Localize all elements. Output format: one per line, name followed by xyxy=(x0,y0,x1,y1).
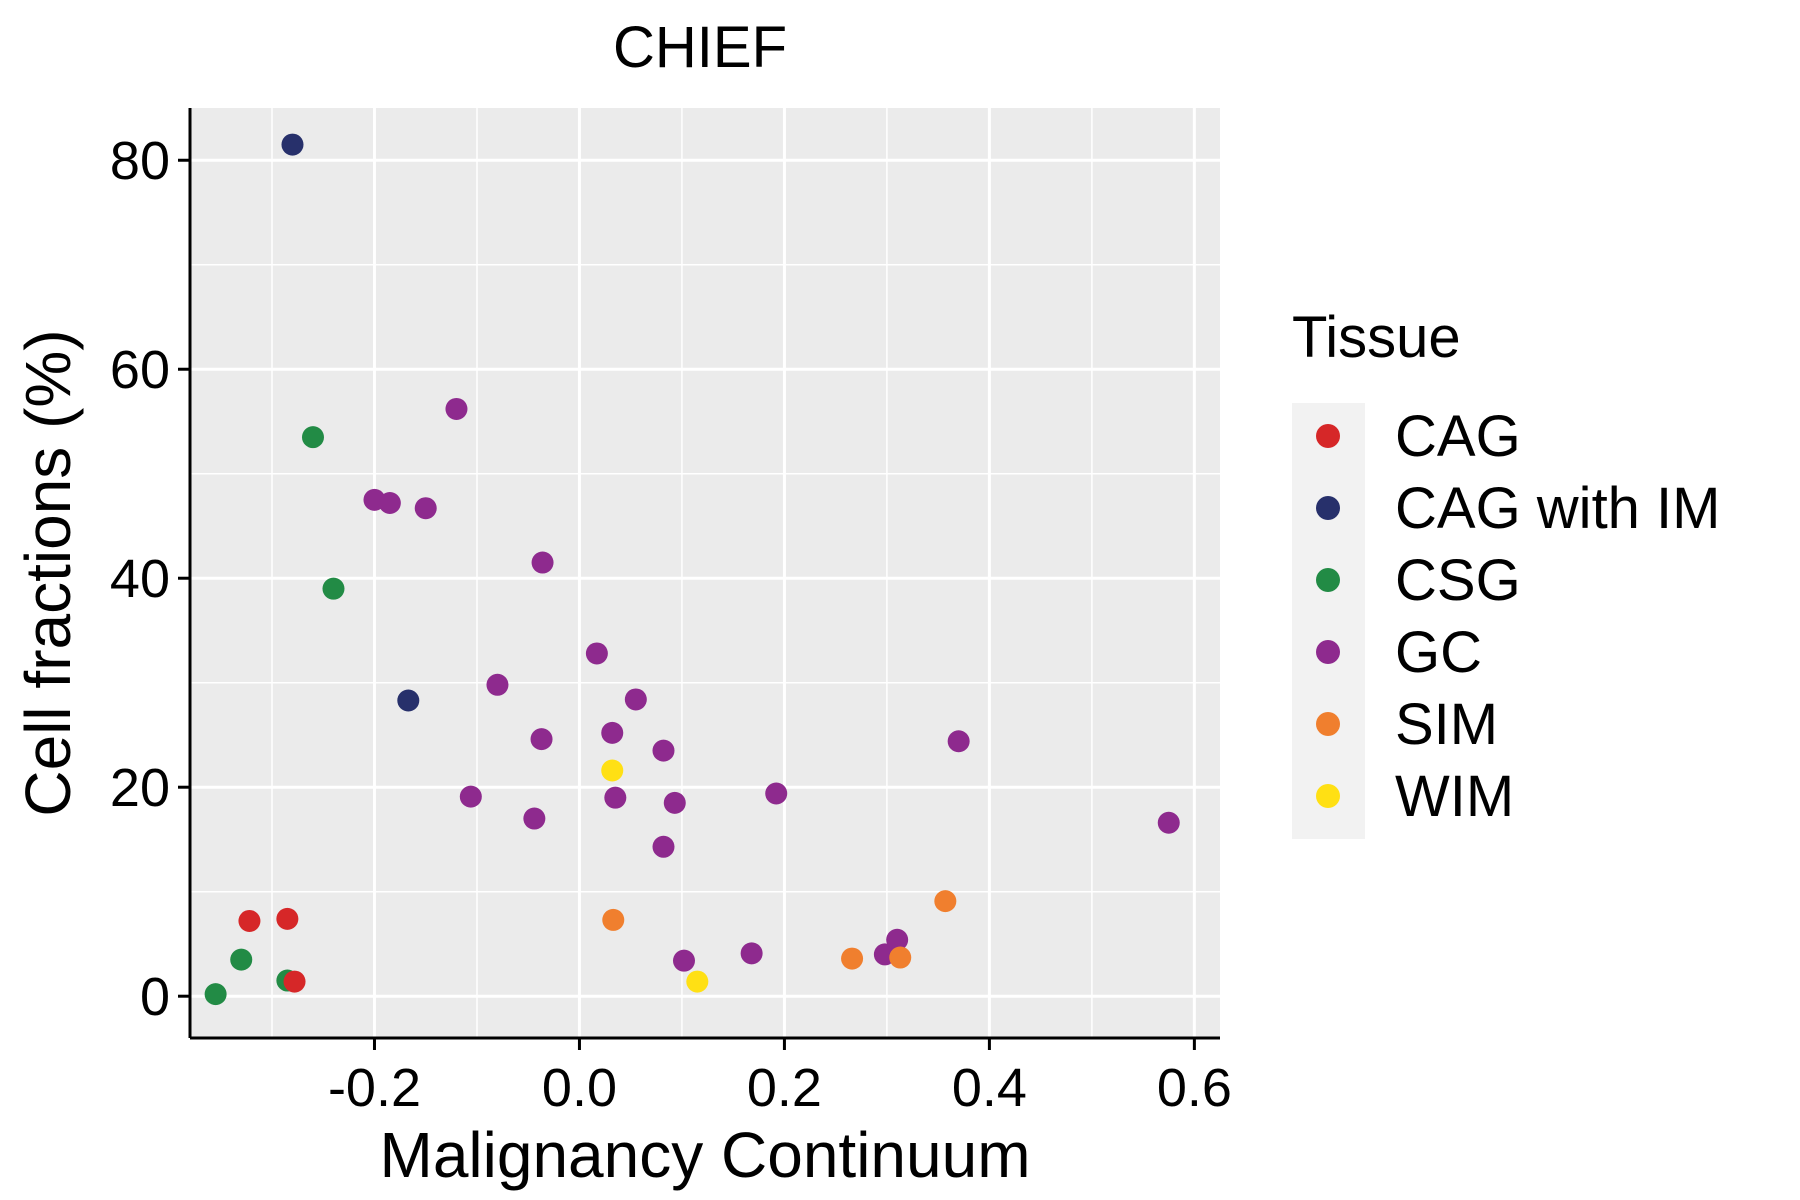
point-gc xyxy=(1157,811,1180,834)
y-tick-label: 60 xyxy=(110,340,170,400)
legend-key-wim xyxy=(1316,784,1340,808)
x-axis-title: Malignancy Continuum xyxy=(380,1119,1031,1191)
point-gc xyxy=(459,785,482,808)
point-gc xyxy=(672,949,695,972)
point-sim xyxy=(934,890,957,913)
point-gc xyxy=(604,786,627,809)
point-gc xyxy=(886,928,909,951)
y-tick-label: 0 xyxy=(140,967,170,1027)
point-gc xyxy=(740,942,763,965)
legend-label-csg: CSG xyxy=(1395,548,1521,613)
point-wim xyxy=(601,759,624,782)
legend-key-cag xyxy=(1316,424,1340,448)
data-points xyxy=(204,133,1180,1006)
point-csg xyxy=(230,948,253,971)
point-gc xyxy=(765,782,788,805)
point-cag xyxy=(276,907,299,930)
legend-title: Tissue xyxy=(1292,305,1461,370)
point-gc xyxy=(652,739,675,762)
point-csg xyxy=(322,577,345,600)
point-gc xyxy=(523,807,546,830)
plot-panel xyxy=(190,108,1220,1038)
legend: Tissue CAG CAG with IM CSG GC SIM WIM xyxy=(1292,305,1721,839)
chart-title: CHIEF xyxy=(613,15,787,80)
point-gc xyxy=(601,721,624,744)
y-axis-title: Cell fractions (%) xyxy=(12,329,84,816)
x-axis-ticks: -0.2 0.0 0.2 0.4 0.6 xyxy=(328,1038,1232,1118)
legend-label-cag-with-im: CAG with IM xyxy=(1395,476,1721,541)
x-tick-label: 0.4 xyxy=(952,1058,1027,1118)
y-tick-label: 80 xyxy=(110,131,170,191)
point-gc xyxy=(486,673,509,696)
legend-key-csg xyxy=(1316,568,1340,592)
y-tick-label: 20 xyxy=(110,758,170,818)
x-tick-label: -0.2 xyxy=(328,1058,421,1118)
point-gc xyxy=(624,688,647,711)
legend-key-sim xyxy=(1316,712,1340,736)
point-gc xyxy=(947,730,970,753)
legend-label-cag: CAG xyxy=(1395,404,1521,469)
x-tick-label: 0.2 xyxy=(747,1058,822,1118)
point-gc xyxy=(414,497,437,520)
point-cag xyxy=(238,909,261,932)
point-csg xyxy=(301,426,324,449)
legend-label-gc: GC xyxy=(1395,620,1482,685)
x-tick-label: 0.0 xyxy=(542,1058,617,1118)
point-gc xyxy=(445,397,468,420)
point-sim xyxy=(841,947,864,970)
point-gc xyxy=(663,791,686,814)
point-gc xyxy=(531,551,554,574)
point-wim xyxy=(686,970,709,993)
grid-lines xyxy=(190,108,1220,1038)
point-cag xyxy=(283,970,306,993)
point-cag-with-im xyxy=(397,689,420,712)
point-gc xyxy=(652,835,675,858)
legend-label-sim: SIM xyxy=(1395,692,1498,757)
y-tick-label: 40 xyxy=(110,549,170,609)
point-cag-with-im xyxy=(281,133,304,156)
point-sim xyxy=(602,908,625,931)
legend-label-wim: WIM xyxy=(1395,764,1514,829)
point-sim xyxy=(889,946,912,969)
point-gc xyxy=(585,642,608,665)
legend-key-background xyxy=(1292,403,1365,839)
point-gc xyxy=(378,491,401,514)
x-tick-label: 0.6 xyxy=(1157,1058,1232,1118)
point-gc xyxy=(530,728,553,751)
legend-key-gc xyxy=(1316,640,1340,664)
y-axis-ticks: 0 20 40 60 80 xyxy=(110,131,190,1027)
legend-key-cag-with-im xyxy=(1316,496,1340,520)
point-csg xyxy=(204,983,227,1006)
